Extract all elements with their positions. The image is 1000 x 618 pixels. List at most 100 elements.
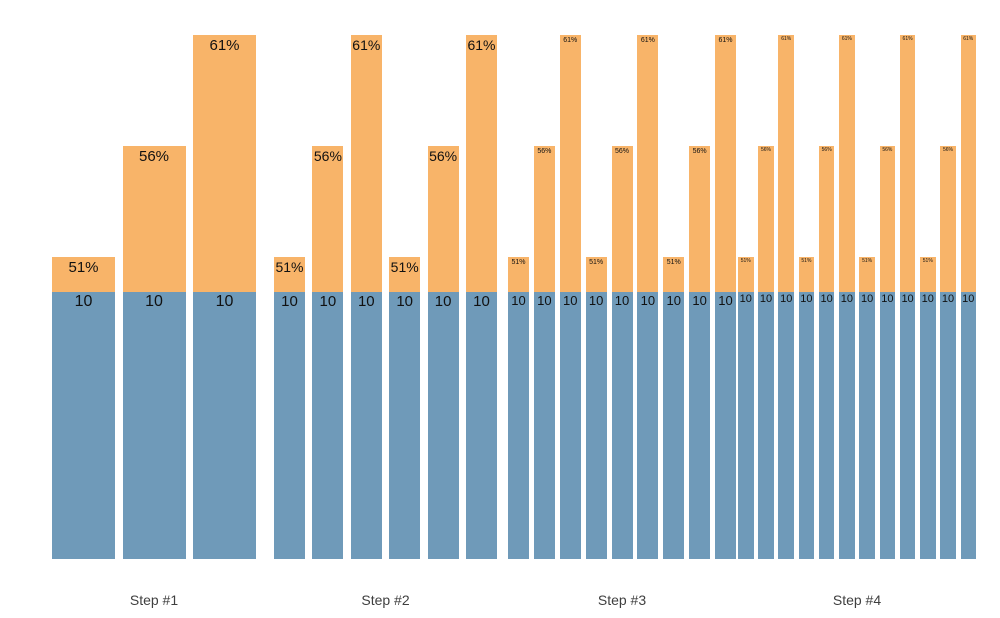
orange-segment: 61% [960,35,976,292]
value-label: 10 [588,293,604,308]
stacked-bar: 56% 10 [427,146,459,559]
blue-segment: 10 [533,292,555,559]
step-label: Step #3 [597,592,647,608]
pct-label: 51% [589,259,604,266]
pct-label: 61% [352,37,381,53]
blue-segment: 10 [427,292,459,559]
value-label: 10 [215,293,234,310]
orange-segment: 56% [689,146,711,292]
pct-label: 61% [209,37,240,54]
orange-segment: 61% [193,35,256,292]
blue-segment: 10 [920,292,936,559]
value-label: 10 [941,293,955,305]
pct-label: 51% [390,259,419,275]
value-label: 10 [881,293,894,305]
pct-label: 61% [563,37,578,44]
blue-segment: 10 [758,292,774,559]
stacked-bar: 61% 10 [637,35,659,559]
value-label: 10 [692,293,707,308]
blue-segment: 10 [715,292,736,559]
blue-segment: 10 [193,292,256,559]
blue-segment: 10 [350,292,382,559]
stacked-bar: 56% 10 [758,146,774,559]
orange-segment: 51% [508,257,529,292]
pct-label: 51% [740,258,751,264]
orange-segment: 56% [818,146,835,292]
blue-segment: 10 [389,292,421,559]
value-label: 10 [860,293,874,305]
pct-label: 51% [666,259,681,266]
value-label: 10 [962,293,975,305]
value-label: 10 [319,293,337,310]
blue-segment: 10 [559,292,581,559]
pct-label: 56% [537,148,552,155]
value-label: 10 [511,293,526,308]
stacked-bar: 51% 10 [738,257,754,559]
blue-segment: 10 [312,292,344,559]
pct-label: 56% [882,147,893,153]
orange-segment: 51% [738,257,754,292]
blue-segment: 10 [466,292,497,559]
orange-segment: 61% [715,35,736,292]
blue-segment: 10 [899,292,916,559]
blue-segment: 10 [960,292,976,559]
pct-label: 61% [841,36,852,42]
blue-segment: 10 [611,292,633,559]
stacked-bar: 61% 10 [839,35,855,559]
value-label: 10 [739,293,752,305]
pct-label: 56% [943,147,954,153]
blue-segment: 10 [122,292,186,559]
stacked-bar: 56% 10 [312,146,344,559]
stacked-bar: 56% 10 [122,146,186,559]
value-label: 10 [901,293,914,305]
pct-label: 51% [922,258,933,264]
stacked-bar: 51% 10 [274,257,305,559]
pct-label: 56% [429,148,458,164]
blue-segment: 10 [879,292,896,559]
blue-segment: 10 [274,292,305,559]
value-label: 10 [640,293,656,308]
value-label: 10 [666,293,681,308]
value-label: 10 [759,293,773,305]
value-label: 10 [840,293,853,305]
stacked-bar: 61% 10 [778,35,794,559]
blue-segment: 10 [663,292,685,559]
stacked-bar: 56% 10 [879,146,896,559]
orange-segment: 51% [798,257,815,292]
blue-segment: 10 [839,292,855,559]
stacked-bar: 56% 10 [818,146,835,559]
pct-label: 51% [511,259,526,266]
stacked-bar: 51% 10 [585,257,607,559]
blue-segment: 10 [738,292,754,559]
step-label: Step #1 [129,592,179,608]
orange-segment: 61% [778,35,794,292]
stacked-bar: 61% 10 [715,35,736,559]
orange-segment: 61% [559,35,581,292]
step-label: Step #4 [832,592,882,608]
pct-label: 56% [821,147,832,153]
orange-segment: 56% [758,146,774,292]
value-label: 10 [537,293,552,308]
blue-segment: 10 [940,292,956,559]
value-label: 10 [800,293,813,305]
value-label: 10 [357,293,375,310]
pct-label: 61% [963,36,974,42]
pct-label: 61% [640,37,655,44]
orange-segment: 61% [350,35,382,292]
orange-segment: 56% [879,146,896,292]
orange-segment: 61% [839,35,855,292]
stacked-bar: 51% 10 [389,257,421,559]
pct-label: 56% [313,148,342,164]
value-label: 10 [820,293,833,305]
value-label: 10 [780,293,793,305]
pct-label: 56% [692,148,707,155]
value-label: 10 [718,293,733,308]
pct-label: 61% [467,37,496,53]
step-label: Step #2 [361,592,410,608]
stacked-bar: 61% 10 [899,35,916,559]
blue-segment: 10 [818,292,835,559]
stacked-bar: 51% 10 [798,257,815,559]
orange-segment: 56% [533,146,555,292]
blue-segment: 10 [508,292,529,559]
